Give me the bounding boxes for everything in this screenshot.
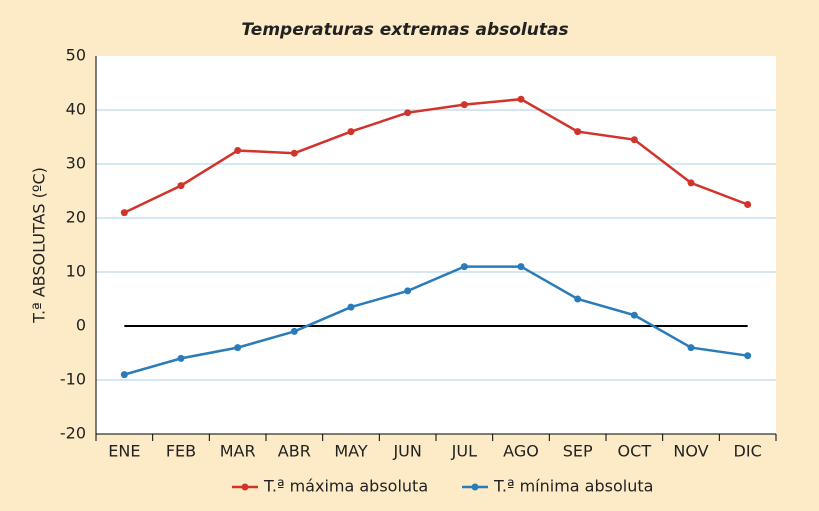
y-tick-label: 30 xyxy=(66,154,86,173)
x-tick-label: ABR xyxy=(278,442,311,461)
data-point xyxy=(630,136,638,144)
x-tick-label: ENE xyxy=(108,442,140,461)
data-point xyxy=(460,263,468,271)
y-tick-label: 0 xyxy=(76,316,86,335)
x-tick-label: JUN xyxy=(392,442,421,461)
data-point xyxy=(744,201,752,208)
series-line xyxy=(123,265,748,376)
y-tick-label: 10 xyxy=(66,262,86,281)
data-point xyxy=(517,95,525,103)
data-point xyxy=(234,344,242,352)
data-point xyxy=(744,352,752,360)
x-tick-label: FEB xyxy=(166,442,196,461)
plot-area xyxy=(96,56,776,434)
y-tick-label: 20 xyxy=(66,208,86,227)
data-point xyxy=(347,128,355,136)
x-tick-label: SEP xyxy=(563,442,593,461)
data-point xyxy=(177,354,185,362)
data-point xyxy=(404,109,412,117)
legend-label: T.ª mínima absoluta xyxy=(493,477,653,496)
x-tick-label: OCT xyxy=(618,442,652,461)
data-point xyxy=(177,182,185,190)
data-point xyxy=(517,263,525,271)
data-point xyxy=(574,128,582,136)
data-point xyxy=(574,295,582,303)
x-tick-label: JUL xyxy=(451,442,477,461)
data-point xyxy=(687,179,695,187)
legend-label: T.ª máxima absoluta xyxy=(263,477,428,496)
data-point xyxy=(687,344,695,352)
x-tick-label: AGO xyxy=(503,442,539,461)
y-axis-label: T.ª ABSOLUTAS (ºC) xyxy=(30,167,49,324)
x-tick-label: MAY xyxy=(334,442,368,461)
data-point xyxy=(460,101,468,109)
y-tick-label: -20 xyxy=(60,424,86,443)
data-point xyxy=(347,303,355,311)
y-tick-label: -10 xyxy=(60,370,86,389)
chart-title: Temperaturas extremas absolutas xyxy=(241,20,568,40)
legend-marker xyxy=(471,483,479,491)
data-point xyxy=(120,371,128,379)
data-point xyxy=(290,327,298,335)
data-point xyxy=(234,147,242,154)
x-tick-label: DIC xyxy=(734,442,762,461)
data-point xyxy=(120,209,128,217)
series-line xyxy=(123,97,749,214)
x-tick-label: MAR xyxy=(220,442,256,461)
legend-marker xyxy=(241,483,249,491)
y-tick-label: 50 xyxy=(66,46,86,65)
data-point xyxy=(404,287,412,295)
data-point xyxy=(290,149,298,157)
x-tick-label: NOV xyxy=(673,442,708,461)
y-tick-label: 40 xyxy=(66,100,86,119)
data-point xyxy=(630,311,638,319)
